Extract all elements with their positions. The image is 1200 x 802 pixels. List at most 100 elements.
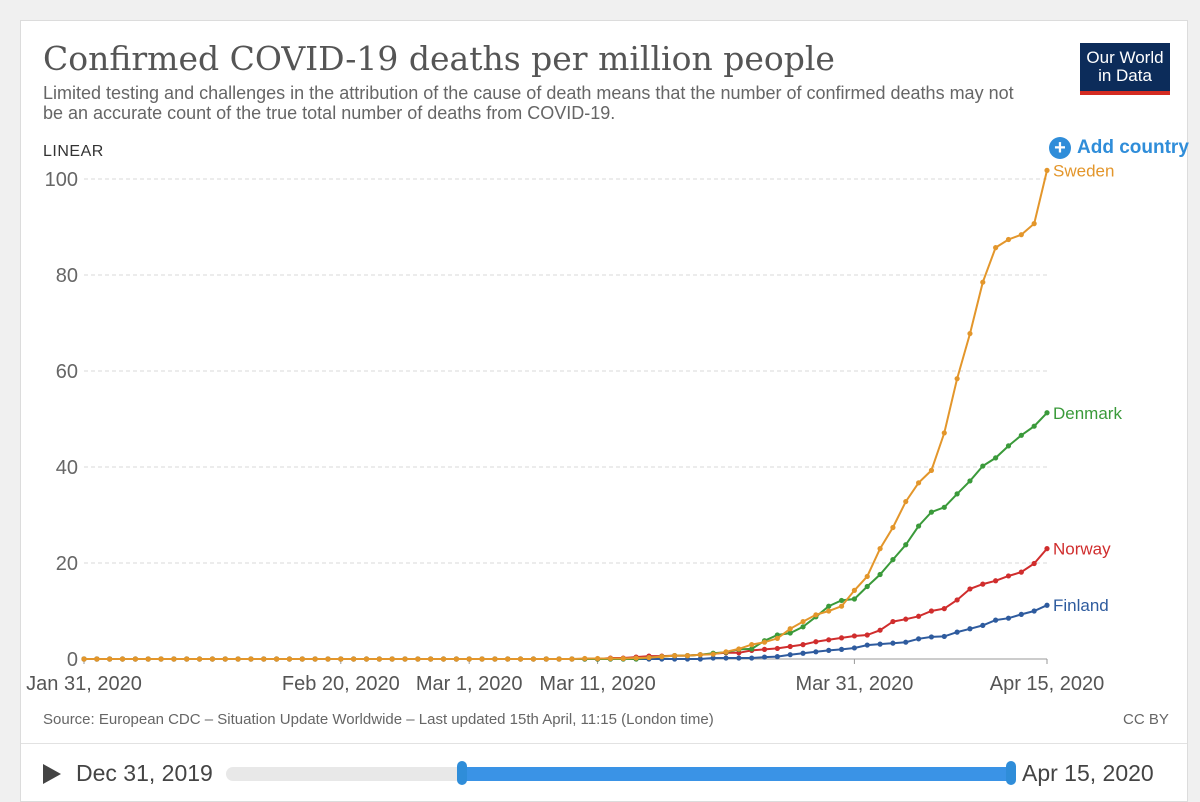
y-tick-label: 0: [67, 649, 78, 671]
data-point-sweden: [428, 656, 434, 662]
data-point-sweden: [890, 524, 896, 531]
y-tick-label: 60: [56, 361, 78, 383]
data-point-sweden: [838, 603, 845, 609]
data-point-sweden: [1031, 221, 1037, 227]
data-point-denmark: [1044, 410, 1050, 416]
data-point-sweden: [1005, 236, 1012, 243]
data-point-finland: [916, 636, 922, 642]
data-point-denmark: [800, 624, 806, 630]
data-point-sweden: [119, 656, 126, 662]
data-point-sweden: [569, 656, 575, 662]
x-tick-label: Mar 11, 2020: [539, 673, 655, 695]
data-point-norway: [1018, 569, 1024, 575]
data-point-finland: [864, 642, 870, 648]
chart-subtitle: Limited testing and challenges in the at…: [43, 83, 1014, 123]
y-tick-label: 40: [56, 457, 78, 479]
data-point-sweden: [171, 656, 177, 662]
x-tick-label: Feb 20, 2020: [282, 673, 400, 695]
data-point-denmark: [954, 491, 960, 497]
data-point-finland: [826, 647, 832, 653]
series-line-denmark: [84, 412, 1048, 660]
data-point-denmark: [1005, 443, 1012, 449]
data-point-sweden: [466, 656, 472, 662]
data-point-sweden: [107, 656, 113, 662]
data-point-sweden: [248, 656, 254, 662]
data-point-norway: [877, 627, 883, 633]
data-point-sweden: [479, 656, 485, 662]
logo-line-1: Our World: [1086, 48, 1164, 67]
timeline-track[interactable]: [226, 761, 1016, 785]
data-point-finland: [1018, 611, 1024, 617]
data-point-norway: [890, 618, 896, 625]
data-point-sweden: [595, 655, 601, 662]
add-country-button[interactable]: + Add country: [1049, 137, 1189, 159]
data-point-sweden: [761, 639, 768, 645]
data-point-sweden: [928, 467, 935, 473]
data-point-sweden: [389, 656, 395, 662]
data-point-sweden: [800, 618, 806, 625]
add-country-label: Add country: [1077, 137, 1189, 158]
data-point-sweden: [261, 656, 267, 662]
data-point-sweden: [440, 656, 447, 662]
data-point-sweden: [877, 546, 883, 552]
data-point-sweden: [286, 656, 293, 662]
x-tick-label: Mar 1, 2020: [416, 673, 523, 695]
data-point-sweden: [325, 656, 331, 662]
plus-circle-icon: +: [1049, 137, 1071, 159]
data-point-sweden: [363, 656, 370, 662]
data-point-denmark: [993, 455, 999, 461]
timeline-start-label: Dec 31, 2019: [76, 760, 213, 786]
data-point-finland: [1044, 602, 1050, 608]
data-point-finland: [941, 633, 947, 640]
data-point-norway: [851, 633, 858, 639]
timeline-end-label: Apr 15, 2020: [1022, 760, 1154, 786]
data-point-sweden: [299, 656, 305, 662]
data-point-sweden: [774, 635, 780, 641]
data-point-denmark: [864, 583, 870, 590]
data-point-denmark: [967, 478, 973, 484]
data-point-sweden: [505, 656, 511, 662]
data-point-sweden: [1018, 232, 1024, 238]
data-point-finland: [1005, 615, 1012, 621]
data-point-norway: [787, 643, 793, 650]
data-point-sweden: [1044, 167, 1050, 173]
data-point-sweden: [826, 608, 832, 614]
data-point-sweden: [864, 573, 870, 580]
series-label-sweden: Sweden: [1053, 161, 1114, 180]
data-point-sweden: [222, 656, 228, 662]
data-point-norway: [761, 646, 768, 653]
data-point-sweden: [81, 656, 87, 662]
owid-logo[interactable]: Our World in Data: [1080, 43, 1170, 95]
data-point-finland: [749, 655, 755, 661]
data-point-sweden: [338, 656, 344, 662]
data-point-denmark: [826, 603, 832, 609]
scale-toggle[interactable]: LINEAR: [43, 143, 104, 160]
series-label-finland: Finland: [1053, 596, 1109, 615]
x-tick-label: Mar 31, 2020: [795, 673, 913, 695]
data-point-sweden: [312, 656, 318, 662]
data-point-norway: [928, 608, 935, 614]
x-tick-label: Apr 15, 2020: [990, 673, 1105, 695]
data-point-finland: [890, 640, 896, 646]
data-point-denmark: [851, 596, 858, 602]
data-point-sweden: [517, 656, 524, 662]
timeline-end-handle[interactable]: [1006, 761, 1016, 785]
timeline-selected-range[interactable]: [461, 767, 1011, 781]
logo-line-2: in Data: [1098, 66, 1152, 85]
data-point-sweden: [145, 656, 151, 662]
play-icon[interactable]: [43, 764, 61, 784]
data-point-sweden: [543, 656, 549, 662]
license-link[interactable]: CC BY: [1123, 711, 1169, 728]
data-point-sweden: [736, 646, 742, 652]
data-point-finland: [838, 646, 845, 653]
data-point-sweden: [672, 653, 678, 659]
data-point-denmark: [941, 504, 947, 510]
series-label-norway: Norway: [1053, 540, 1111, 559]
data-point-norway: [980, 581, 986, 587]
data-point-norway: [954, 597, 960, 603]
data-point-sweden: [235, 656, 241, 662]
data-point-norway: [813, 639, 819, 645]
timeline-start-handle[interactable]: [456, 761, 467, 785]
line-chart: 0 20 40 60 80 100 Jan 31, 2020 Feb 20, 2020 Mar …: [26, 161, 1122, 695]
data-point-sweden: [749, 642, 755, 648]
